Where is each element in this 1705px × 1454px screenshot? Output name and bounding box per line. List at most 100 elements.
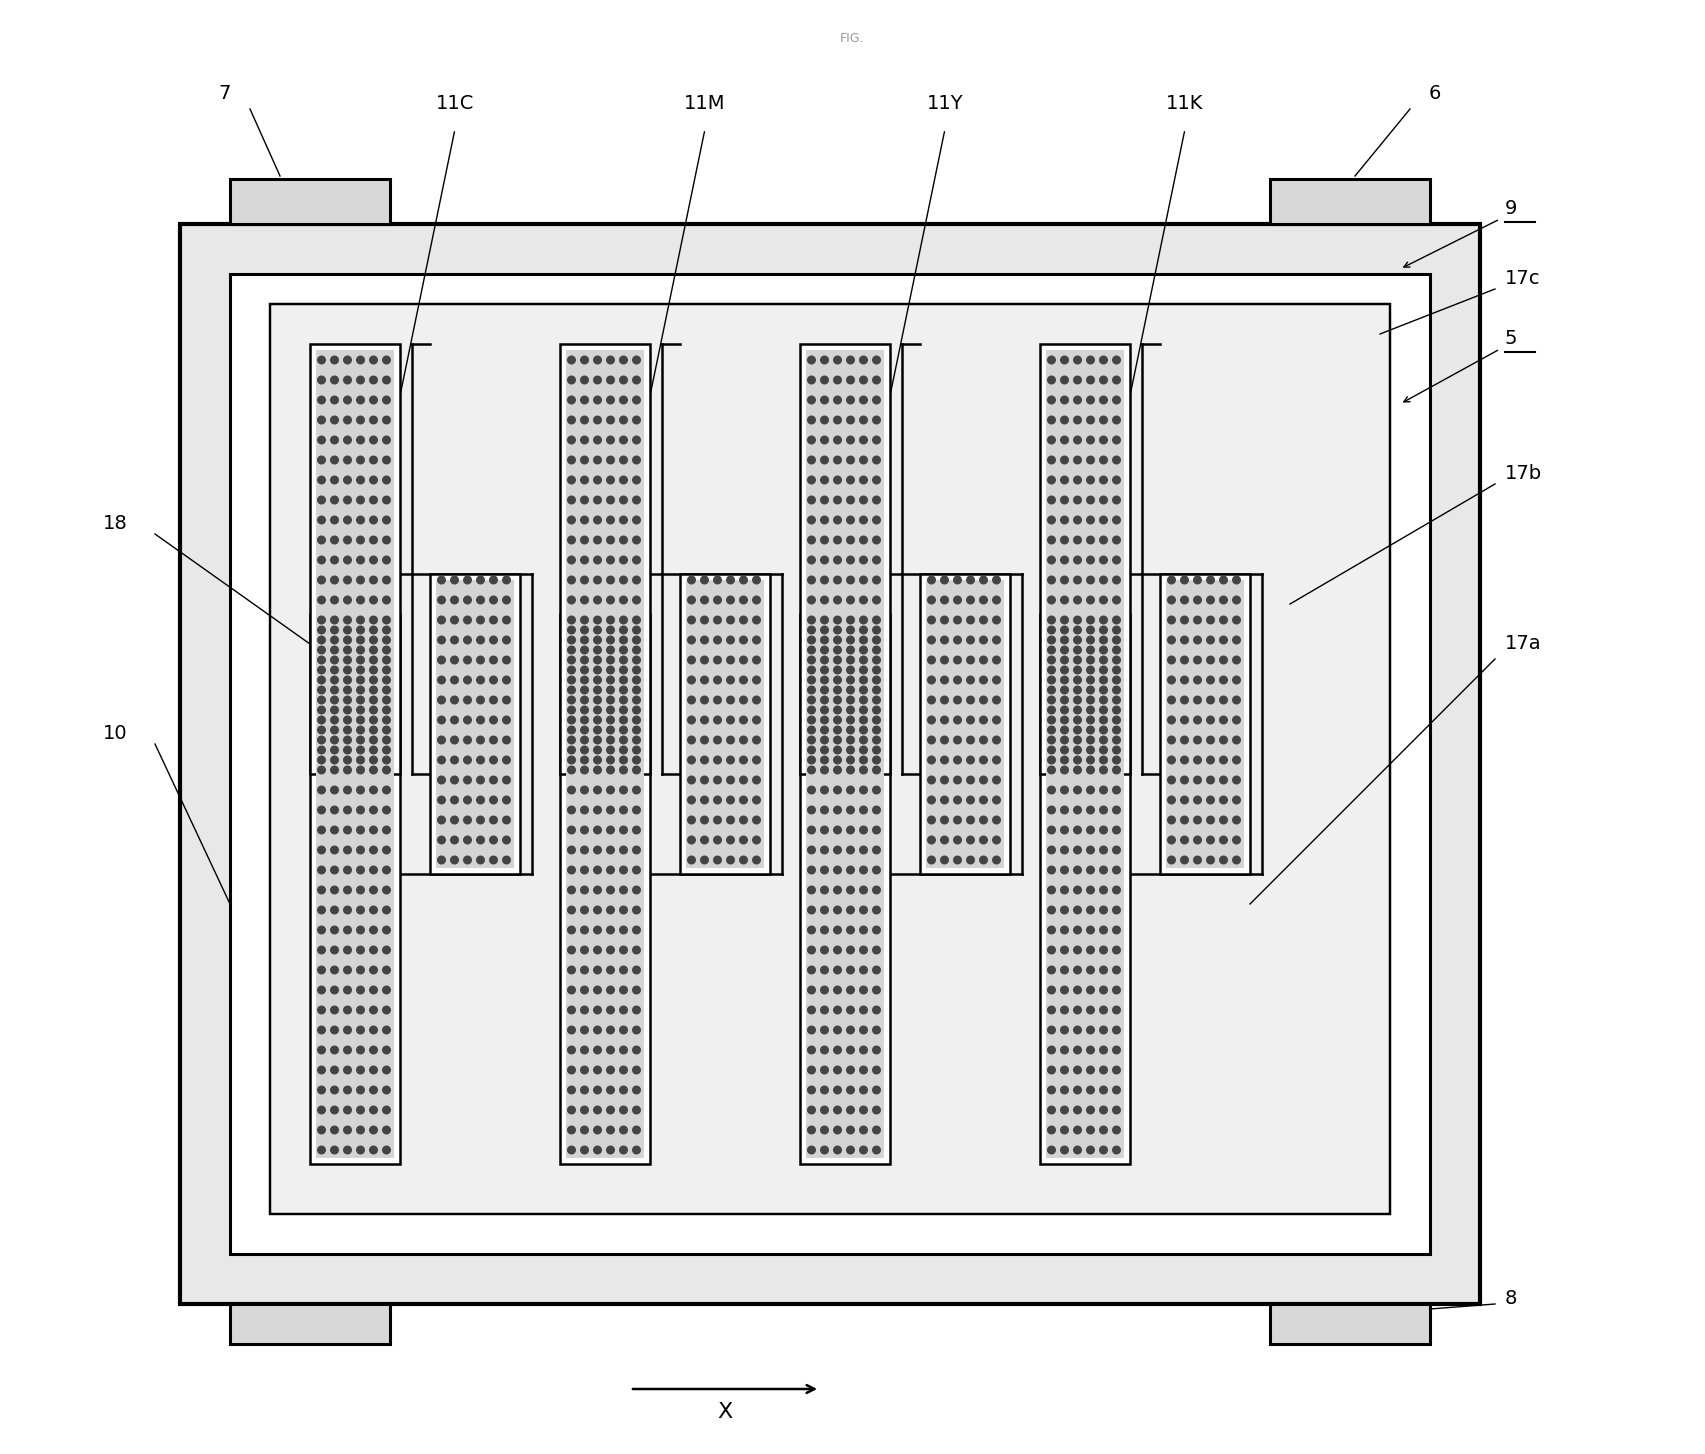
Circle shape	[1207, 776, 1214, 784]
Circle shape	[873, 1127, 880, 1134]
Circle shape	[1168, 717, 1175, 724]
Circle shape	[356, 1027, 365, 1034]
Circle shape	[820, 746, 829, 753]
Circle shape	[568, 696, 575, 704]
Circle shape	[687, 576, 696, 585]
Circle shape	[687, 756, 696, 763]
Circle shape	[489, 637, 498, 644]
Circle shape	[1180, 576, 1188, 585]
Circle shape	[1047, 1027, 1055, 1034]
Circle shape	[503, 717, 510, 724]
Circle shape	[752, 856, 760, 864]
Circle shape	[1168, 797, 1175, 804]
Circle shape	[726, 696, 735, 704]
Circle shape	[1047, 637, 1055, 644]
Circle shape	[331, 717, 338, 724]
Circle shape	[1074, 726, 1081, 734]
Circle shape	[847, 637, 854, 644]
Circle shape	[1086, 1066, 1095, 1075]
Circle shape	[607, 696, 614, 704]
Circle shape	[859, 926, 868, 933]
Circle shape	[1168, 637, 1175, 644]
Circle shape	[1219, 736, 1228, 744]
Circle shape	[633, 867, 641, 874]
Circle shape	[568, 906, 575, 913]
Circle shape	[953, 797, 962, 804]
Circle shape	[568, 967, 575, 974]
Circle shape	[450, 797, 459, 804]
Circle shape	[619, 616, 627, 624]
Circle shape	[331, 986, 338, 993]
Circle shape	[331, 867, 338, 874]
Circle shape	[382, 576, 390, 585]
Circle shape	[1113, 646, 1120, 654]
Circle shape	[859, 656, 868, 664]
Circle shape	[344, 1086, 351, 1093]
Circle shape	[344, 436, 351, 443]
Circle shape	[847, 436, 854, 443]
Circle shape	[941, 816, 948, 824]
Circle shape	[740, 836, 747, 843]
Circle shape	[370, 537, 377, 544]
Circle shape	[992, 696, 1001, 704]
Circle shape	[344, 616, 351, 624]
Circle shape	[450, 696, 459, 704]
Circle shape	[873, 806, 880, 814]
Circle shape	[834, 1006, 841, 1013]
Circle shape	[1047, 885, 1055, 894]
Circle shape	[382, 967, 390, 974]
Circle shape	[477, 856, 484, 864]
Circle shape	[752, 736, 760, 744]
Circle shape	[356, 947, 365, 954]
Circle shape	[568, 416, 575, 423]
Circle shape	[619, 666, 627, 673]
Circle shape	[859, 516, 868, 523]
Circle shape	[1233, 616, 1240, 624]
Circle shape	[317, 637, 326, 644]
Circle shape	[808, 967, 815, 974]
Circle shape	[980, 616, 987, 624]
Circle shape	[370, 416, 377, 423]
Circle shape	[714, 856, 721, 864]
Circle shape	[1061, 1106, 1069, 1114]
Circle shape	[581, 627, 588, 634]
Text: 11M: 11M	[684, 95, 726, 113]
Circle shape	[820, 1106, 829, 1114]
Circle shape	[317, 436, 326, 443]
Circle shape	[317, 377, 326, 384]
Circle shape	[847, 1106, 854, 1114]
Circle shape	[593, 1106, 602, 1114]
Circle shape	[834, 596, 841, 603]
Circle shape	[633, 826, 641, 833]
Circle shape	[382, 616, 390, 624]
Circle shape	[1180, 616, 1188, 624]
Circle shape	[581, 516, 588, 523]
Circle shape	[317, 906, 326, 913]
Circle shape	[1086, 826, 1095, 833]
Circle shape	[356, 457, 365, 464]
Circle shape	[1194, 856, 1202, 864]
Circle shape	[1074, 646, 1081, 654]
Circle shape	[382, 395, 390, 404]
Circle shape	[834, 1027, 841, 1034]
Circle shape	[619, 377, 627, 384]
Circle shape	[859, 1127, 868, 1134]
Circle shape	[928, 676, 936, 683]
Circle shape	[726, 736, 735, 744]
Circle shape	[356, 496, 365, 503]
Circle shape	[1074, 356, 1081, 364]
Circle shape	[847, 557, 854, 564]
Circle shape	[752, 776, 760, 784]
Circle shape	[1100, 986, 1107, 993]
Circle shape	[593, 356, 602, 364]
Circle shape	[370, 656, 377, 664]
Circle shape	[808, 656, 815, 664]
Circle shape	[581, 746, 588, 753]
Circle shape	[1061, 356, 1069, 364]
Circle shape	[619, 756, 627, 763]
Circle shape	[1113, 846, 1120, 853]
Circle shape	[1061, 967, 1069, 974]
Circle shape	[331, 457, 338, 464]
Circle shape	[941, 797, 948, 804]
Circle shape	[503, 596, 510, 603]
